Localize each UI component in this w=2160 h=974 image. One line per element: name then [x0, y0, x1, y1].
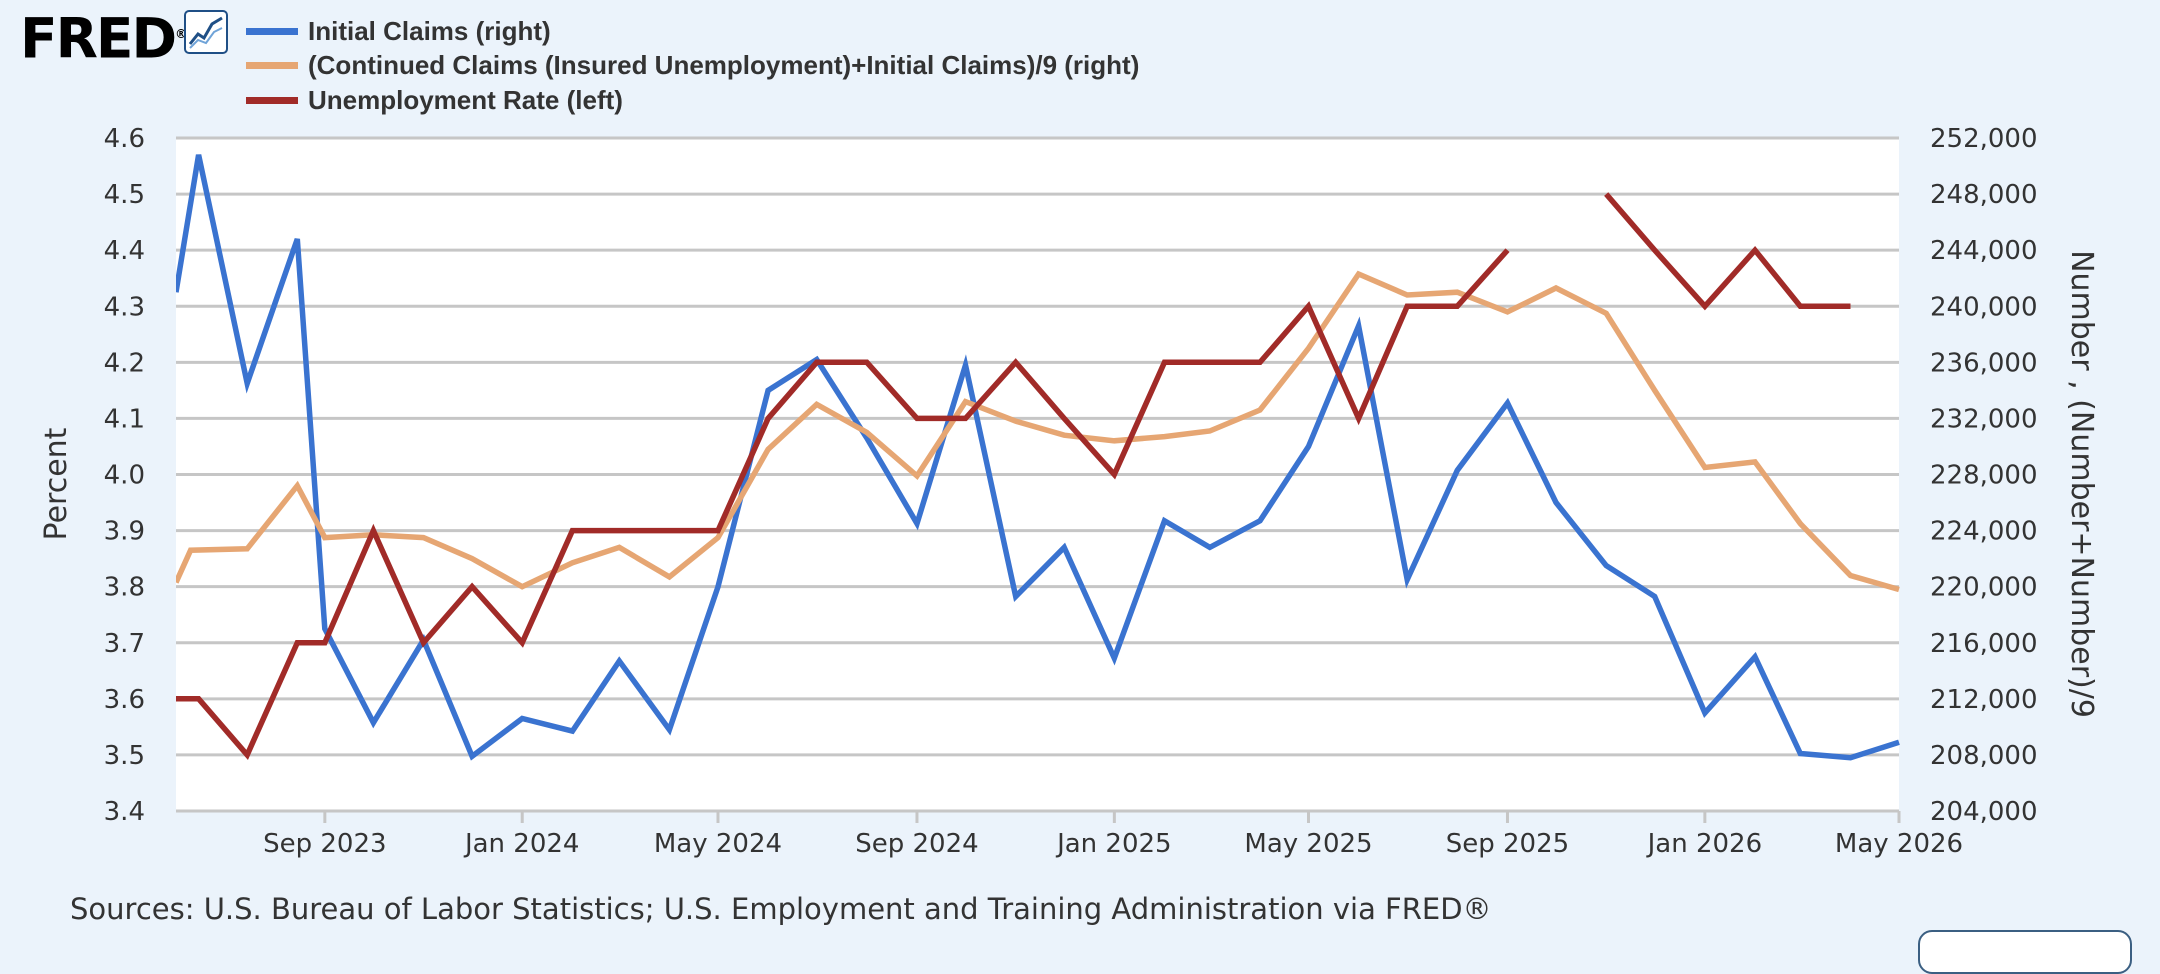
series	[176, 154, 1900, 761]
legend-item-unemployment-rate: Unemployment Rate (left)	[246, 83, 1139, 118]
y-right-tick-label: 224,000	[1930, 517, 2038, 547]
y-right-tick-label: 232,000	[1930, 404, 2038, 434]
legend-label: Initial Claims (right)	[308, 15, 551, 46]
y-left-tick-label: 3.8	[104, 573, 145, 603]
x-tick-label: Jan 2024	[463, 829, 580, 859]
x-tick-label: Jan 2026	[1646, 829, 1763, 859]
axes: 3.4 204,000 3.5 208,000 3.6 212,000 3.7 216,000…	[104, 124, 2038, 859]
y-left-tick-label: 3.4	[104, 797, 145, 827]
series-line-2	[1604, 192, 1851, 311]
y-right-tick-label: 252,000	[1930, 124, 2038, 154]
x-tick-label: Sep 2023	[263, 829, 386, 859]
line-chart-icon	[184, 10, 228, 54]
fred-logo[interactable]: FRED®	[20, 4, 187, 68]
x-tick-label: Sep 2025	[1446, 829, 1569, 859]
y-left-tick-label: 4.0	[104, 461, 145, 491]
y-right-tick-label: 248,000	[1930, 180, 2038, 210]
edit-graph-button[interactable]	[1918, 930, 2132, 974]
source-note: Sources: U.S. Bureau of Labor Statistics…	[70, 892, 1492, 926]
y-left-tick-label: 3.5	[104, 741, 145, 771]
y-left-axis-title: Percent	[39, 427, 74, 540]
legend-item-continued-claims: (Continued Claims (Insured Unemployment)…	[246, 49, 1139, 84]
y-right-tick-label: 236,000	[1930, 348, 2038, 378]
y-left-tick-label: 4.5	[104, 180, 145, 210]
y-right-tick-label: 228,000	[1930, 461, 2038, 491]
y-right-axis-title: Number , (Number+Number)/9	[2064, 250, 2099, 718]
y-right-tick-label: 244,000	[1930, 236, 2038, 266]
y-right-tick-label: 216,000	[1930, 629, 2038, 659]
y-right-tick-label: 208,000	[1930, 741, 2038, 771]
y-left-tick-label: 3.9	[104, 517, 145, 547]
y-left-tick-label: 3.7	[104, 629, 145, 659]
y-left-tick-label: 4.1	[104, 404, 145, 434]
chart-legend: Initial Claims (right) (Continued Claims…	[246, 14, 1139, 118]
y-left-tick-label: 4.3	[104, 292, 145, 322]
y-left-tick-label: 3.6	[104, 685, 145, 715]
series-line-2	[176, 248, 1510, 760]
fred-logo-text: FRED	[20, 6, 177, 71]
y-right-tick-label: 240,000	[1930, 292, 2038, 322]
y-right-tick-label: 220,000	[1930, 573, 2038, 603]
x-tick-label: Sep 2024	[855, 829, 978, 859]
legend-swatch	[246, 27, 298, 35]
y-left-tick-label: 4.6	[104, 124, 145, 154]
x-tick-label: May 2026	[1835, 829, 1963, 859]
legend-swatch	[246, 96, 298, 104]
y-left-tick-label: 4.4	[104, 236, 145, 266]
series-line-1	[176, 270, 1900, 593]
y-right-tick-label: 212,000	[1930, 685, 2038, 715]
legend-label: Unemployment Rate (left)	[308, 84, 623, 115]
chart: 3.4 204,000 3.5 208,000 3.6 212,000 3.7 216,000…	[39, 124, 2099, 859]
y-left-tick-label: 4.2	[104, 348, 145, 378]
x-tick-label: May 2025	[1244, 829, 1372, 859]
x-tick-label: May 2024	[654, 829, 782, 859]
legend-swatch	[246, 62, 298, 70]
x-tick-label: Jan 2025	[1055, 829, 1172, 859]
y-right-tick-label: 204,000	[1930, 797, 2038, 827]
legend-label: (Continued Claims (Insured Unemployment)…	[308, 50, 1140, 81]
legend-item-initial-claims: Initial Claims (right)	[246, 14, 1139, 49]
